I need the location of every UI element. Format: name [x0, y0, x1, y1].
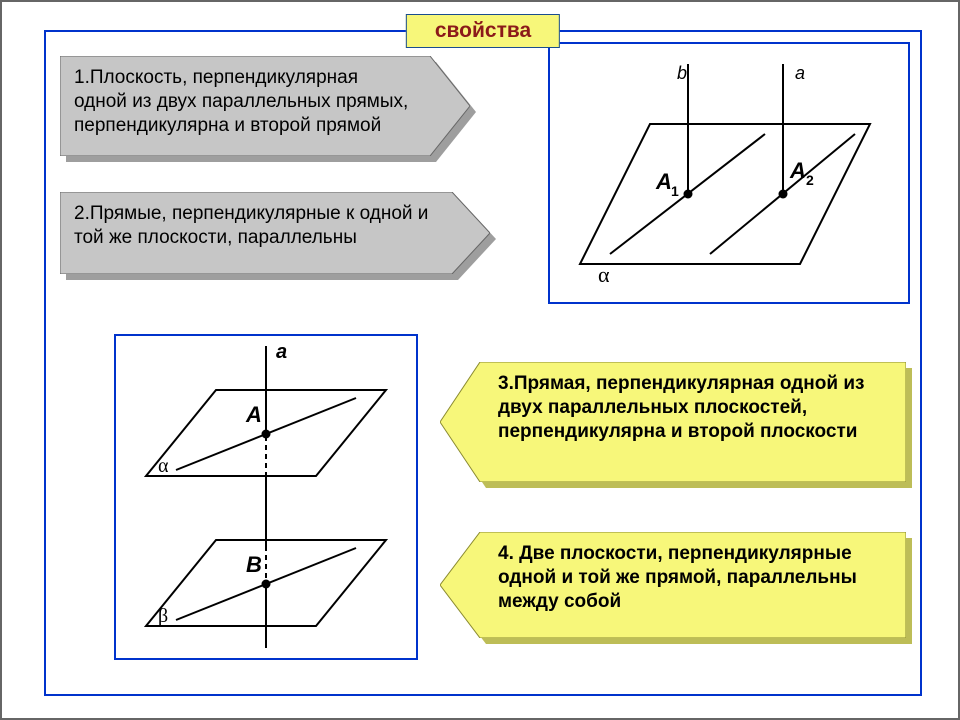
label-line-a: a — [276, 341, 287, 363]
property-4-text: 4. Две плоскости, перпендикулярные одной… — [454, 542, 892, 613]
property-1-box: 1.Плоскость, перпендикулярная одной из д… — [60, 56, 470, 156]
label-A1: A — [655, 169, 672, 194]
label-beta: β — [158, 605, 168, 627]
property-2-box: 2.Прямые, перпендикулярные к одной и той… — [60, 192, 490, 274]
property-1-text: 1.Плоскость, перпендикулярная одной из д… — [74, 66, 456, 137]
property-4-box: 4. Две плоскости, перпендикулярные одной… — [440, 532, 906, 638]
label-b: b — [677, 63, 687, 83]
property-2-text: 2.Прямые, перпендикулярные к одной и той… — [74, 202, 476, 250]
title-text: свойства — [435, 19, 531, 42]
content-frame: свойства 1.Плоскость, перпендикулярная о… — [44, 30, 922, 696]
property-3-box: 3.Прямая, перпендикулярная одной из двух… — [440, 362, 906, 482]
diagram-bottom-svg: a A B α β — [116, 336, 416, 658]
label-A2: A — [789, 158, 806, 183]
label-A2-sub: 2 — [806, 172, 814, 188]
label-A: A — [245, 402, 262, 427]
label-A1-sub: 1 — [671, 183, 679, 199]
property-3-text: 3.Прямая, перпендикулярная одной из двух… — [454, 372, 892, 443]
label-alpha-top: α — [598, 262, 610, 287]
label-B: B — [246, 552, 262, 577]
label-alpha: α — [158, 455, 169, 477]
diagram-bottom: a A B α β — [114, 334, 418, 660]
diagram-top-svg: b a A 1 A 2 α — [550, 44, 908, 302]
label-a: a — [795, 63, 805, 83]
diagram-top: b a A 1 A 2 α — [548, 42, 910, 304]
slide-canvas: свойства 1.Плоскость, перпендикулярная о… — [0, 0, 960, 720]
title-box: свойства — [406, 14, 560, 48]
